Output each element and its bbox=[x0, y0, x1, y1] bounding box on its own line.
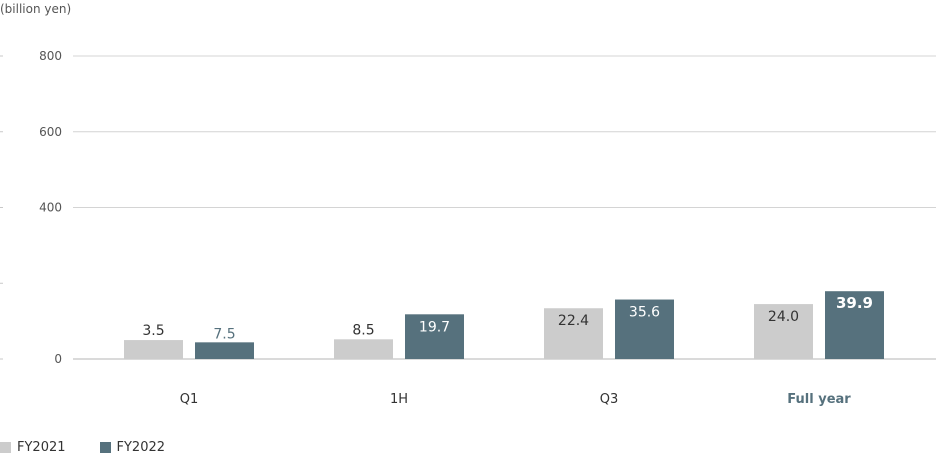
data-label-fy2022-q1: 7.5 bbox=[213, 326, 235, 342]
legend-label-fy2021: FY2021 bbox=[17, 440, 66, 455]
data-label-fy2021-q3: 22.4 bbox=[558, 313, 589, 329]
data-label-fy2021-full-year: 24.0 bbox=[768, 309, 799, 325]
legend-swatch-fy2021 bbox=[0, 442, 11, 453]
data-label-fy2022-1h: 19.7 bbox=[419, 319, 450, 335]
data-label-fy2022-q3: 35.6 bbox=[629, 305, 660, 321]
legend-swatch-fy2022 bbox=[99, 442, 111, 453]
legend-item-fy2021: FY2021 bbox=[0, 440, 66, 455]
bar-fy2022-full-year bbox=[825, 291, 884, 359]
y-tick-label-0: 0 bbox=[54, 352, 62, 366]
bar-fy2022-q1 bbox=[195, 342, 254, 359]
y-axis-unit-label: (billion yen) bbox=[0, 2, 72, 16]
bar-fy2022-q3 bbox=[615, 299, 674, 359]
legend-label-fy2022: FY2022 bbox=[116, 440, 166, 455]
data-label-fy2022-full-year: 39.9 bbox=[836, 294, 873, 312]
bar-chart: 0 400 600 800 3.5 7.5 Q1 8.5 19.7 1H 22.4 35.6 Q3 24.… bbox=[0, 49, 936, 407]
legend-item-fy2022: FY2022 bbox=[99, 440, 166, 455]
bar-fy2022-1h bbox=[405, 314, 464, 359]
bar-fy2021-q3 bbox=[544, 308, 603, 359]
data-label-fy2021-q1: 3.5 bbox=[142, 323, 164, 339]
x-category-label-q1: Q1 bbox=[180, 392, 199, 407]
y-tick-label-800: 800 bbox=[39, 49, 62, 63]
x-category-label-1h: 1H bbox=[390, 392, 408, 407]
x-category-label-q3: Q3 bbox=[600, 392, 619, 407]
bar-fy2021-q1 bbox=[124, 340, 183, 359]
bar-fy2021-1h bbox=[334, 339, 393, 359]
y-tick-label-400: 400 bbox=[39, 201, 62, 215]
legend: FY2021 FY2022 bbox=[0, 440, 165, 455]
bar-fy2021-full-year bbox=[754, 304, 813, 359]
x-category-label-full-year: Full year bbox=[787, 392, 851, 407]
data-label-fy2021-1h: 8.5 bbox=[352, 322, 374, 338]
y-tick-label-600: 600 bbox=[39, 125, 62, 139]
